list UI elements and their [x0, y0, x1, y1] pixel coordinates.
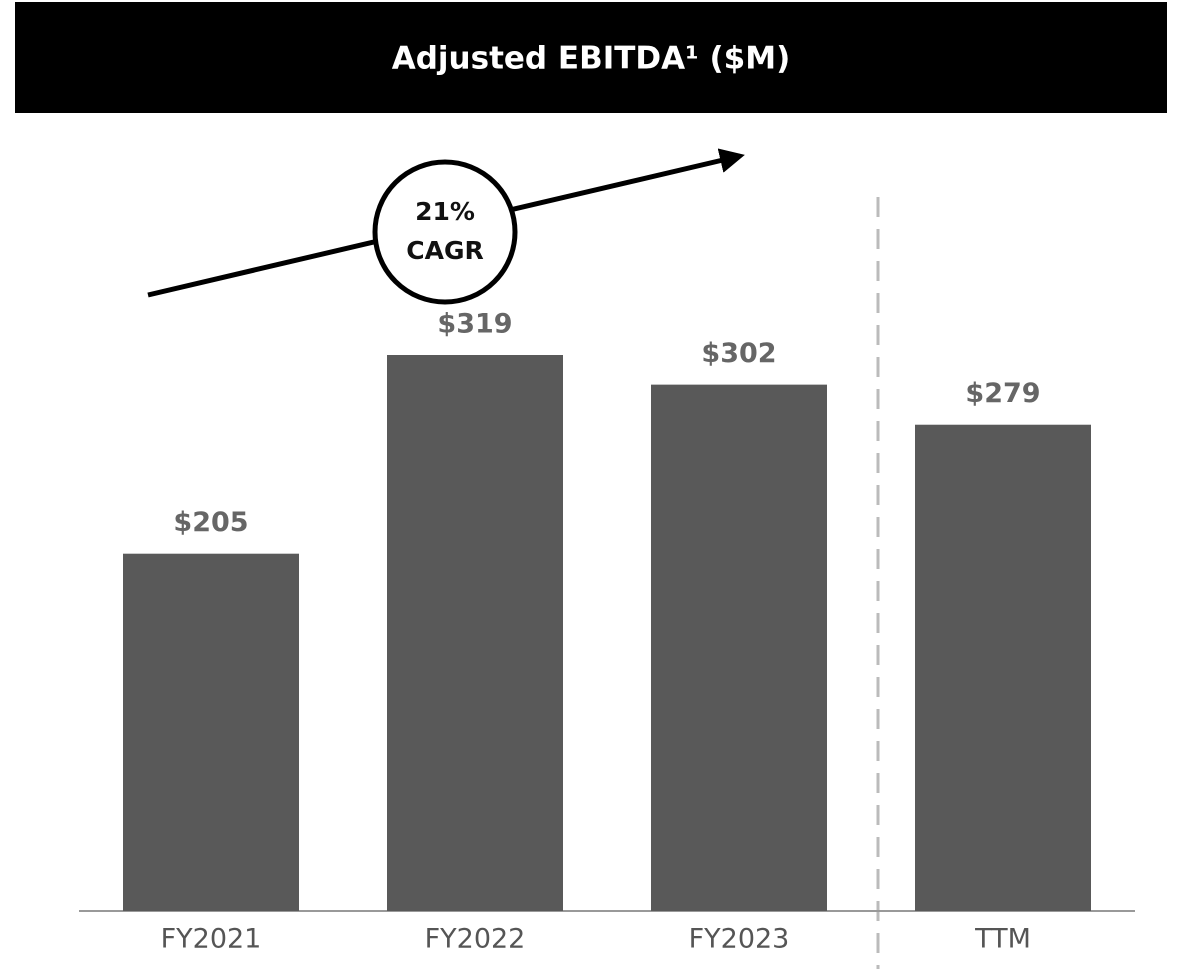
x-tick-label: FY2022 [425, 924, 526, 955]
value-label: $205 [173, 507, 248, 538]
bar [915, 424, 1091, 911]
x-tick-label: FY2021 [161, 924, 262, 955]
bar [387, 355, 563, 911]
annotation: CAGR [406, 236, 483, 265]
bar [123, 553, 299, 911]
value-label: $302 [701, 338, 776, 369]
x-tick-label: FY2023 [689, 924, 790, 955]
chart-title: Adjusted EBITDA¹ ($M) [392, 41, 791, 77]
value-label: $279 [965, 378, 1040, 409]
bar [651, 384, 827, 911]
title-banner [15, 2, 1167, 113]
value-label: $319 [437, 309, 512, 340]
x-tick-label: TTM [974, 924, 1031, 955]
annotation: 21% [415, 197, 475, 226]
cagr-circle [372, 159, 518, 305]
